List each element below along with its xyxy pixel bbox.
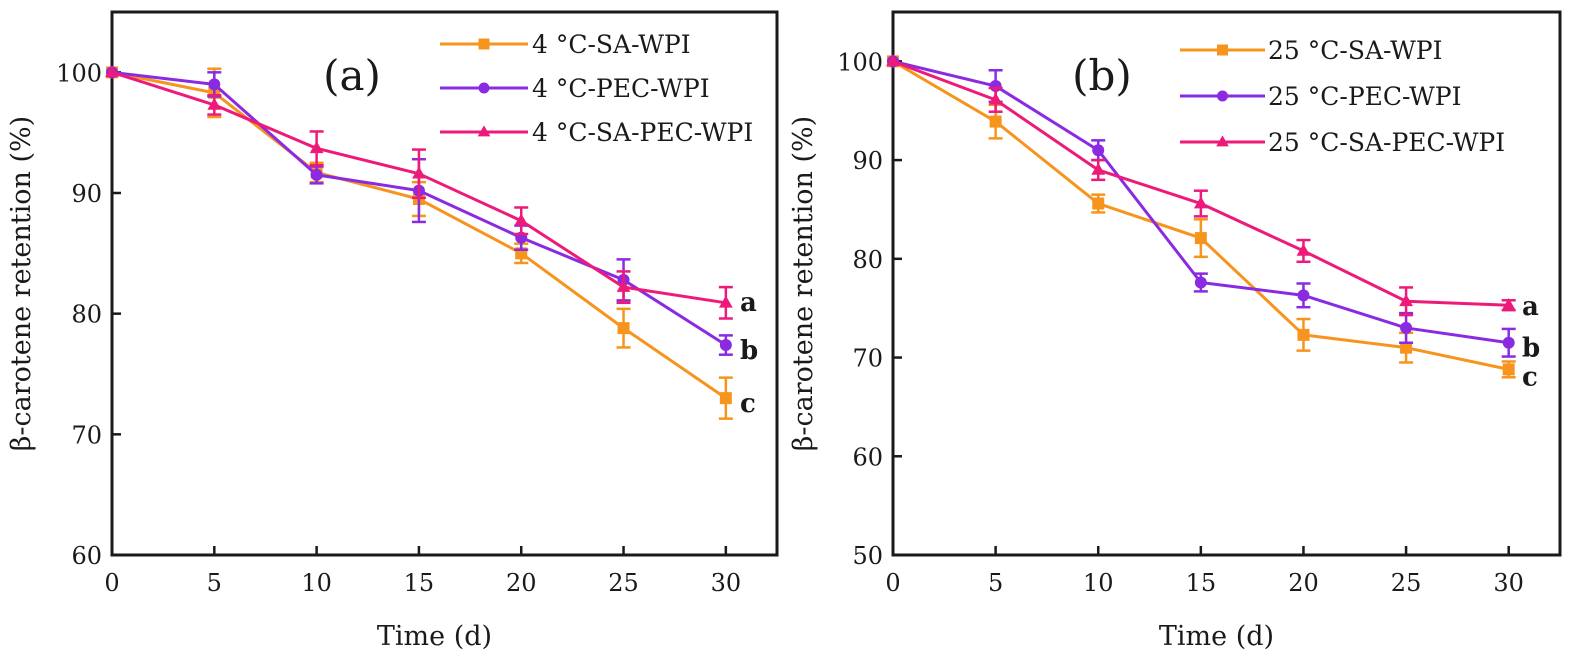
panel-label: (a) <box>323 51 381 100</box>
series-0 <box>887 55 1516 379</box>
square-marker <box>719 392 732 405</box>
x-axis-title: Time (d) <box>377 621 492 652</box>
legend-entry: 25 °C-SA-PEC-WPI <box>1180 128 1505 157</box>
y-tick-label: 70 <box>71 421 102 449</box>
triangle-marker <box>1399 294 1413 307</box>
x-tick-label: 10 <box>301 569 332 597</box>
y-tick-label: 90 <box>71 180 102 208</box>
triangle-marker <box>309 141 324 154</box>
triangle-marker <box>477 125 491 137</box>
y-tick-label: 60 <box>852 443 883 471</box>
legend-entry: 4 °C-SA-WPI <box>440 30 691 59</box>
plot-frame <box>110 10 779 557</box>
triangle-marker <box>514 213 529 226</box>
square-marker <box>478 38 490 50</box>
circle-marker <box>719 339 732 352</box>
x-tick-label: 20 <box>1288 569 1319 597</box>
legend-label: 25 °C-SA-WPI <box>1268 36 1443 65</box>
circle-marker <box>1217 90 1228 102</box>
significance-letter: c <box>1522 362 1538 392</box>
triangle-marker <box>988 92 1003 105</box>
circle-marker <box>310 168 323 181</box>
significance-letter: a <box>740 288 757 318</box>
circle-marker <box>1092 144 1105 157</box>
legend-entry: 25 °C-PEC-WPI <box>1180 82 1462 111</box>
x-tick-label: 20 <box>506 569 537 597</box>
circle-marker <box>478 82 490 94</box>
y-tick-label: 80 <box>71 301 102 329</box>
y-tick-label: 80 <box>852 246 883 274</box>
y-tick-label: 100 <box>837 48 883 76</box>
y-tick-label: 50 <box>852 542 883 570</box>
y-tick-label: 70 <box>852 345 883 373</box>
square-marker <box>1297 328 1310 341</box>
significance-letter: c <box>740 389 756 419</box>
panel-b: 0 5 10 15 20 25 30 50 60 70 80 90 100 Time (d) β-carot… <box>788 10 1562 652</box>
triangle-marker <box>616 279 631 292</box>
triangle-marker <box>1216 135 1229 147</box>
square-marker <box>989 115 1002 128</box>
square-marker <box>617 322 630 335</box>
circle-marker <box>208 78 221 91</box>
legend-label: 4 °C-PEC-WPI <box>532 74 710 103</box>
triangle-marker <box>718 295 733 308</box>
triangle-marker <box>412 166 426 179</box>
x-tick-label: 15 <box>1186 569 1217 597</box>
x-tick-label: 5 <box>207 569 222 597</box>
triangle-marker <box>1296 243 1311 256</box>
x-tick-label: 25 <box>1391 569 1422 597</box>
y-tick-label: 60 <box>71 542 102 570</box>
legend-entry: 4 °C-PEC-WPI <box>440 74 710 103</box>
square-marker <box>1217 44 1228 56</box>
y-axis-title: β-carotene retention (%) <box>788 116 819 451</box>
circle-marker <box>1297 289 1310 302</box>
legend-label: 25 °C-PEC-WPI <box>1268 82 1462 111</box>
circle-marker <box>1502 336 1515 349</box>
x-tick-label: 0 <box>104 569 119 597</box>
triangle-marker <box>1193 196 1208 209</box>
triangle-marker <box>207 97 222 110</box>
x-tick-label: 30 <box>711 569 742 597</box>
x-tick-label: 10 <box>1083 569 1114 597</box>
legend-entry: 25 °C-SA-WPI <box>1180 36 1443 65</box>
legend-label: 4 °C-SA-PEC-WPI <box>532 118 753 147</box>
x-tick-label: 0 <box>885 569 900 597</box>
square-marker <box>1092 197 1105 210</box>
circle-marker <box>1194 276 1207 289</box>
x-tick-label: 25 <box>608 569 639 597</box>
square-marker <box>1502 363 1515 376</box>
legend-entry: 4 °C-SA-PEC-WPI <box>440 118 753 147</box>
series-1 <box>106 66 733 356</box>
x-tick-label: 5 <box>988 569 1003 597</box>
y-tick-label: 90 <box>852 147 883 175</box>
x-axis-title: Time (d) <box>1159 621 1274 652</box>
x-tick-label: 30 <box>1493 569 1524 597</box>
significance-letter: a <box>1522 292 1539 322</box>
panel-a: 0 5 10 15 20 25 30 60 70 80 90 100 Time (d) β-caroten… <box>6 10 779 652</box>
significance-letter: b <box>1522 334 1540 364</box>
triangle-marker <box>886 54 900 67</box>
legend-label: 25 °C-SA-PEC-WPI <box>1268 128 1505 157</box>
y-tick-label: 100 <box>56 59 102 87</box>
square-marker <box>1400 341 1413 354</box>
x-tick-label: 15 <box>404 569 435 597</box>
circle-marker <box>1400 321 1413 334</box>
triangle-marker <box>1091 162 1106 175</box>
plot-frame <box>891 10 1562 557</box>
y-axis-title: β-carotene retention (%) <box>6 116 37 451</box>
square-marker <box>515 247 528 260</box>
triangle-marker <box>105 65 119 78</box>
series-2 <box>105 65 733 320</box>
significance-letter: b <box>740 336 758 366</box>
triangle-marker <box>1501 298 1516 311</box>
series-1 <box>887 55 1516 358</box>
series-2 <box>886 54 1516 317</box>
legend-label: 4 °C-SA-WPI <box>532 30 691 59</box>
square-marker <box>1194 232 1207 245</box>
panel-label: (b) <box>1072 51 1132 100</box>
